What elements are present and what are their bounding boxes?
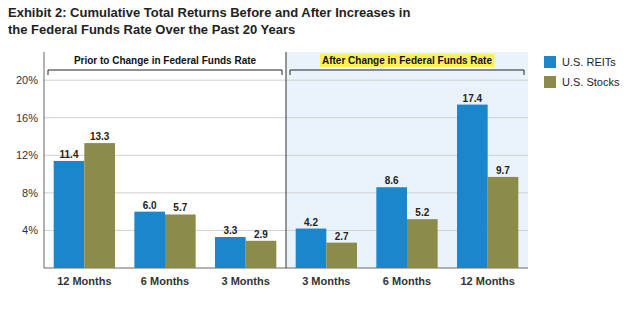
x-tick-label: 3 Months bbox=[222, 275, 270, 287]
data-label: 2.9 bbox=[254, 229, 268, 240]
data-label: 4.2 bbox=[304, 217, 318, 228]
subtitle: the Federal Funds Rate Over the Past 20 … bbox=[8, 22, 295, 37]
legend-entry: U.S. REITs bbox=[562, 56, 616, 68]
title: Exhibit 2: Cumulative Total Returns Befo… bbox=[8, 5, 410, 20]
data-label: 5.2 bbox=[415, 207, 429, 218]
bar bbox=[407, 219, 438, 268]
data-label: 8.6 bbox=[385, 175, 399, 186]
y-axis-line bbox=[44, 52, 45, 268]
data-label: 17.4 bbox=[463, 93, 483, 104]
data-label: 13.3 bbox=[90, 131, 110, 142]
bar bbox=[54, 161, 85, 268]
bar bbox=[215, 237, 246, 268]
data-label: 5.7 bbox=[173, 202, 187, 213]
x-tick-label: 12 Months bbox=[460, 275, 514, 287]
region-background bbox=[286, 52, 528, 268]
annotation-bracket bbox=[48, 70, 282, 75]
y-tick-label: 8% bbox=[22, 187, 38, 199]
legend: U.S. REITs U.S. Stocks bbox=[544, 56, 620, 88]
y-tick-label: 16% bbox=[16, 112, 38, 124]
data-label: 2.7 bbox=[335, 231, 349, 242]
data-label: 6.0 bbox=[143, 200, 157, 211]
y-tick-label: 4% bbox=[22, 224, 38, 236]
bar bbox=[376, 187, 407, 268]
region-divider bbox=[286, 52, 287, 268]
data-label: 3.3 bbox=[223, 225, 237, 236]
y-tick-label: 20% bbox=[16, 74, 38, 86]
chart: Exhibit 2: Cumulative Total Returns Befo… bbox=[0, 0, 640, 309]
legend-swatch bbox=[544, 76, 556, 88]
data-label: 9.7 bbox=[496, 165, 510, 176]
annotation: After Change in Federal Funds Rate bbox=[322, 55, 492, 66]
bar bbox=[84, 143, 115, 268]
data-label: 11.4 bbox=[60, 149, 79, 160]
annotation-bracket bbox=[290, 70, 524, 75]
y-tick-label: 12% bbox=[16, 149, 38, 161]
bar bbox=[246, 241, 277, 268]
x-tick-label: 3 Months bbox=[302, 275, 350, 287]
bar bbox=[134, 212, 165, 268]
annotation-highlight bbox=[320, 54, 494, 67]
x-tick-label: 12 Months bbox=[57, 275, 111, 287]
bar bbox=[326, 243, 357, 268]
legend-swatch bbox=[544, 56, 556, 68]
x-tick-label: 6 Months bbox=[383, 275, 431, 287]
x-tick-label: 6 Months bbox=[141, 275, 189, 287]
bar bbox=[457, 105, 488, 268]
legend-entry: U.S. Stocks bbox=[562, 76, 620, 88]
annotation: Prior to Change in Federal Funds Rate bbox=[74, 55, 257, 66]
bar bbox=[165, 214, 196, 268]
bar bbox=[488, 177, 519, 268]
bar bbox=[296, 229, 327, 268]
